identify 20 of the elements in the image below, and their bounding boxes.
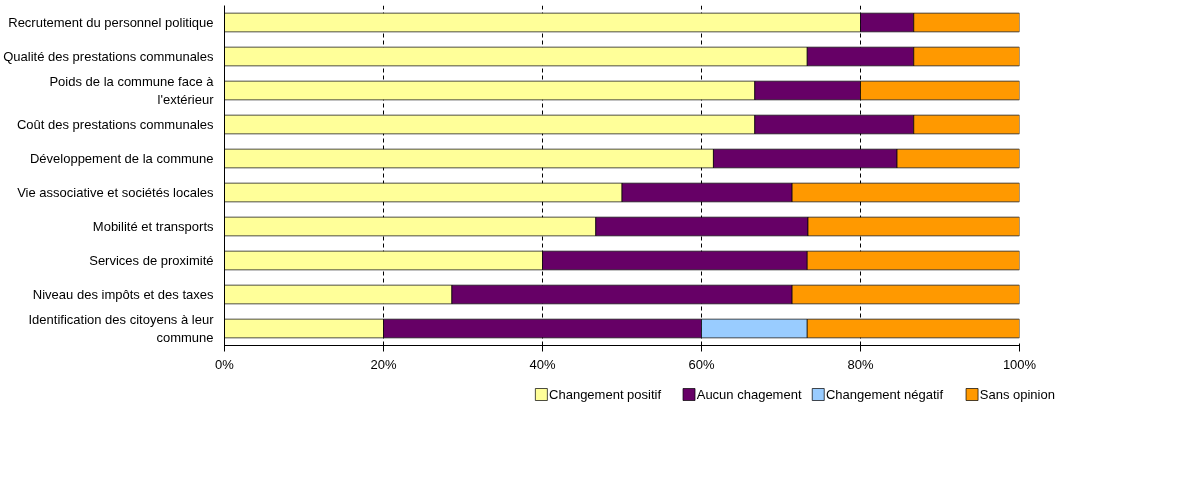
x-tick-label: 20% — [370, 356, 397, 372]
y-tick-label: Vie associative et sociétés locales — [17, 185, 214, 200]
y-tick-label: Développement de la commune — [29, 151, 214, 166]
x-tick-label: 80% — [847, 356, 874, 372]
y-tick-label: Services de proximité — [89, 253, 214, 268]
legend-label: Changement négatif — [825, 387, 944, 402]
legend-label: Sans opinion — [979, 387, 1055, 402]
y-tick-label: Coût des prestations communales — [16, 117, 214, 132]
legend-label: Aucun chagement — [696, 387, 802, 402]
y-tick-label: Recrutement du personnel politique — [8, 15, 214, 30]
x-tick-label: 40% — [529, 356, 556, 372]
y-tick-label: Identification des citoyens à leur commune — [28, 312, 215, 345]
y-tick-label: Mobilité et transports — [92, 219, 214, 234]
x-tick-label: 100% — [1002, 356, 1037, 372]
x-tick-label: 60% — [688, 356, 715, 372]
y-tick-label: Poids de la commune face à l'extérieur — [49, 74, 215, 107]
y-tick-label: Qualité des prestations communales — [3, 49, 214, 64]
y-tick-label: Niveau des impôts et des taxes — [32, 287, 214, 302]
x-tick-label: 0% — [215, 356, 235, 372]
legend-label: Changement positif — [549, 387, 662, 402]
